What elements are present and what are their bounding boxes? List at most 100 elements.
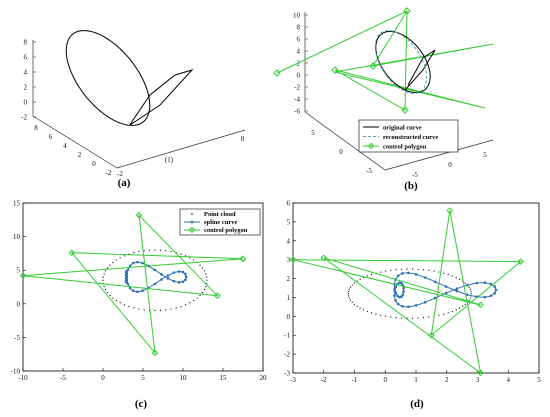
d-cloud-point	[443, 272, 445, 274]
a-x-axis	[32, 115, 118, 169]
c-cloud-point	[154, 309, 156, 312]
c-y-tick-label: 5	[17, 267, 21, 275]
d-control-point	[320, 254, 328, 262]
c-spline-point	[181, 270, 185, 274]
c-y-tick-label: 10	[13, 233, 21, 241]
c-x-tick-label: 10	[180, 374, 188, 382]
d-cloud-point	[469, 297, 471, 299]
chart-b: 10 8 6 4 2 0 -2 -4 -6 5 0 -5 -5 0 5 original curve recon…	[273, 7, 494, 192]
c-cloud-point	[102, 276, 104, 278]
d-spline-point	[444, 285, 448, 288]
c-spline-point	[172, 271, 176, 274]
d-cloud-point	[455, 276, 457, 279]
d-spline-point	[489, 282, 493, 286]
d-spline-point	[396, 294, 399, 298]
d-cloud-point	[438, 271, 440, 273]
c-cloud-point	[109, 294, 111, 296]
d-cloud-point	[349, 299, 352, 301]
d-control-point	[289, 256, 297, 263]
b-control-point	[369, 62, 377, 70]
d-cloud-point	[417, 268, 419, 270]
c-cloud-point	[112, 297, 114, 299]
c-spline-point	[126, 268, 130, 272]
d-y-tick-label: 4	[287, 237, 291, 245]
d-cloud-point	[351, 284, 353, 286]
d-spline-point	[455, 289, 459, 293]
a-y-axis	[116, 129, 246, 169]
d-spline-point	[407, 305, 410, 309]
d-cloud-point	[422, 269, 425, 271]
d-spline-point	[407, 271, 410, 275]
c-cloud-point	[203, 289, 206, 291]
d-spline-point	[402, 290, 405, 293]
d-cloud-point	[433, 270, 435, 272]
d-spline-point	[489, 294, 493, 298]
d-spline-point	[394, 291, 398, 295]
c-cloud-point	[119, 302, 121, 304]
b-z-tick-label: 0	[297, 72, 301, 80]
d-cloud-point	[462, 305, 464, 307]
d-cloud-point	[349, 286, 352, 288]
b-legend-entry: control polygon	[383, 144, 427, 151]
c-spline-point	[136, 260, 139, 264]
c-cloud-point	[143, 309, 145, 311]
d-cloud-point	[385, 270, 387, 272]
a-x-tick-label: 4	[63, 142, 67, 150]
c-cloud-point	[104, 289, 107, 291]
c-cloud-point	[193, 259, 195, 261]
b-y-tick-label: 0	[448, 161, 452, 169]
d-cloud-point	[359, 307, 361, 309]
d-cloud-point	[348, 288, 350, 290]
c-cloud-point	[102, 279, 104, 281]
d-spline-point	[401, 305, 404, 308]
c-cloud-point	[138, 250, 140, 253]
d-spline-curve	[393, 272, 497, 308]
d-cloud-point	[447, 312, 449, 314]
d-spline-point	[423, 300, 427, 304]
d-control-point	[446, 207, 454, 214]
d-x-tick-label: 1	[414, 376, 418, 384]
c-x-tick-label: -10	[18, 374, 28, 382]
c-spline-point	[166, 274, 170, 277]
c-cloud-point	[184, 304, 187, 306]
d-cloud-point	[443, 313, 445, 315]
d-cloud-point	[447, 273, 449, 276]
c-cloud-point	[112, 261, 114, 264]
c-cloud-point	[203, 270, 206, 272]
c-spline-point	[153, 268, 157, 272]
c-spline-point	[128, 286, 132, 290]
d-spline-point	[483, 281, 487, 284]
d-cloud-point	[451, 275, 453, 277]
d-cloud-point	[455, 309, 457, 311]
b-control-polygon	[276, 10, 494, 111]
c-x-tick-label: 0	[101, 374, 105, 382]
c-cloud-point	[206, 276, 208, 278]
d-spline-point	[494, 288, 498, 292]
c-spline-point	[124, 271, 128, 274]
c-y-tick-label: -10	[11, 368, 21, 376]
c-cloud-point	[159, 249, 162, 251]
c-cloud-point	[159, 309, 162, 311]
c-cloud-point	[180, 253, 182, 255]
c-spline-point	[160, 273, 163, 276]
a-x-tick-label: 0	[92, 160, 96, 168]
c-spline-point	[153, 282, 157, 286]
b-control-point	[331, 66, 339, 74]
d-cloud-point	[375, 313, 377, 315]
c-spline-point	[126, 282, 130, 286]
a-x-tick-label: 6	[49, 133, 53, 141]
c-x-tick-label: 15	[220, 374, 228, 382]
d-cloud-point	[469, 288, 471, 290]
b-control-point	[403, 7, 411, 15]
d-spline-point	[433, 296, 437, 300]
b-z-tick-label: -2	[294, 84, 300, 92]
c-cloud-point	[143, 250, 145, 252]
a-z-tick-label: 2	[24, 84, 28, 92]
d-spline-point	[493, 285, 496, 288]
d-cloud-point	[464, 282, 466, 284]
d-x-tick-label: 4	[507, 376, 511, 384]
d-cloud-point	[356, 305, 358, 307]
d-cloud-point	[422, 317, 425, 319]
d-control-point	[477, 369, 484, 377]
d-y-tick-label: 0	[287, 313, 291, 321]
